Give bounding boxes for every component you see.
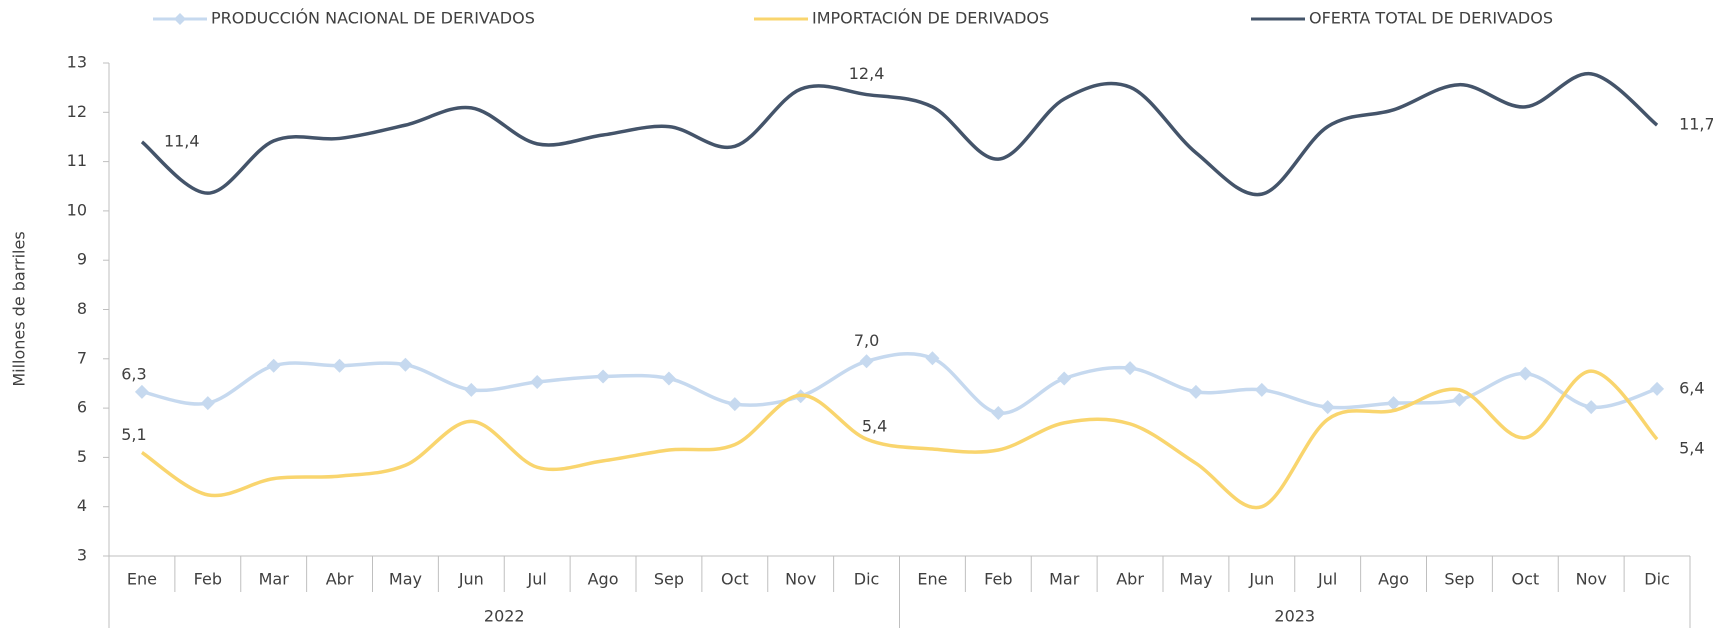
- x-tick-label: May: [389, 570, 422, 589]
- y-tick-label: 4: [77, 496, 87, 515]
- x-tick-label: Nov: [1576, 570, 1607, 589]
- group-label: 2022: [484, 607, 525, 626]
- series-line: [140, 369, 1659, 510]
- y-tick-label: 3: [77, 546, 87, 565]
- data-point: [1518, 366, 1533, 381]
- data-point: [1254, 382, 1269, 397]
- data-label: 11,7: [1679, 115, 1713, 134]
- data-point: [530, 374, 545, 389]
- data-label: 12,4: [849, 64, 885, 83]
- x-tick-label: Feb: [984, 570, 1012, 589]
- data-label: 11,4: [164, 131, 200, 150]
- y-tick-label: 13: [67, 53, 87, 72]
- data-point: [727, 397, 742, 412]
- data-point: [266, 358, 281, 373]
- x-tick-label: Jul: [527, 570, 547, 589]
- data-point: [925, 351, 940, 366]
- x-tick-label: Dic: [1644, 570, 1670, 589]
- data-point: [1057, 371, 1072, 386]
- series-line: [141, 352, 1658, 415]
- y-tick-label: 12: [67, 102, 87, 121]
- x-tick-label: Sep: [1444, 570, 1474, 589]
- x-tick-label: Ago: [588, 570, 619, 589]
- x-tick-label: Feb: [194, 570, 222, 589]
- data-point: [332, 358, 347, 373]
- data-label: 6,4: [1679, 378, 1704, 397]
- data-point: [398, 357, 413, 372]
- data-label: 5,1: [121, 425, 146, 444]
- data-label: 7,0: [854, 331, 879, 350]
- legend-label: OFERTA TOTAL DE DERIVADOS: [1309, 9, 1553, 28]
- x-tick-label: Ago: [1378, 570, 1409, 589]
- x-tick-label: Jun: [1248, 570, 1274, 589]
- x-tick-label: Dic: [854, 570, 880, 589]
- data-point: [1452, 392, 1467, 407]
- data-point: [991, 406, 1006, 421]
- y-tick-label: 6: [77, 398, 87, 417]
- data-point: [200, 396, 215, 411]
- data-label: 5,4: [862, 417, 887, 436]
- y-tick-label: 10: [67, 200, 87, 219]
- data-point: [1320, 400, 1335, 415]
- x-tick-label: May: [1179, 570, 1212, 589]
- x-tick-label: Oct: [1511, 570, 1539, 589]
- data-label: 5,4: [1679, 439, 1704, 458]
- data-point: [1123, 361, 1138, 376]
- x-tick-label: Ene: [127, 570, 157, 589]
- y-axis-title: Millones de barriles: [10, 231, 29, 386]
- data-point: [1188, 384, 1203, 399]
- y-tick-label: 7: [77, 348, 87, 367]
- y-tick-label: 5: [77, 447, 87, 466]
- x-tick-label: Ene: [917, 570, 947, 589]
- x-tick-label: Nov: [785, 570, 816, 589]
- x-tick-label: Jul: [1317, 570, 1337, 589]
- y-tick-label: 9: [77, 250, 87, 269]
- legend-label: IMPORTACIÓN DE DERIVADOS: [812, 9, 1049, 28]
- data-label: 6,3: [121, 364, 146, 383]
- y-tick-label: 11: [67, 151, 87, 170]
- data-point: [1650, 381, 1665, 396]
- x-tick-label: Jun: [458, 570, 484, 589]
- legend-marker: [174, 13, 186, 25]
- data-point: [596, 369, 611, 384]
- data-point: [1584, 400, 1599, 415]
- data-point: [1386, 396, 1401, 411]
- series-line: [140, 72, 1659, 197]
- group-label: 2023: [1274, 607, 1315, 626]
- data-point: [464, 382, 479, 397]
- y-tick-label: 8: [77, 299, 87, 318]
- data-point: [859, 354, 874, 369]
- x-tick-label: Oct: [721, 570, 749, 589]
- legend-label: PRODUCCIÓN NACIONAL DE DERIVADOS: [211, 9, 535, 28]
- x-tick-label: Mar: [259, 570, 290, 589]
- x-tick-label: Sep: [654, 570, 684, 589]
- x-tick-label: Mar: [1049, 570, 1080, 589]
- x-tick-label: Abr: [1116, 570, 1144, 589]
- data-point: [661, 371, 676, 386]
- data-point: [134, 384, 149, 399]
- x-tick-label: Abr: [326, 570, 354, 589]
